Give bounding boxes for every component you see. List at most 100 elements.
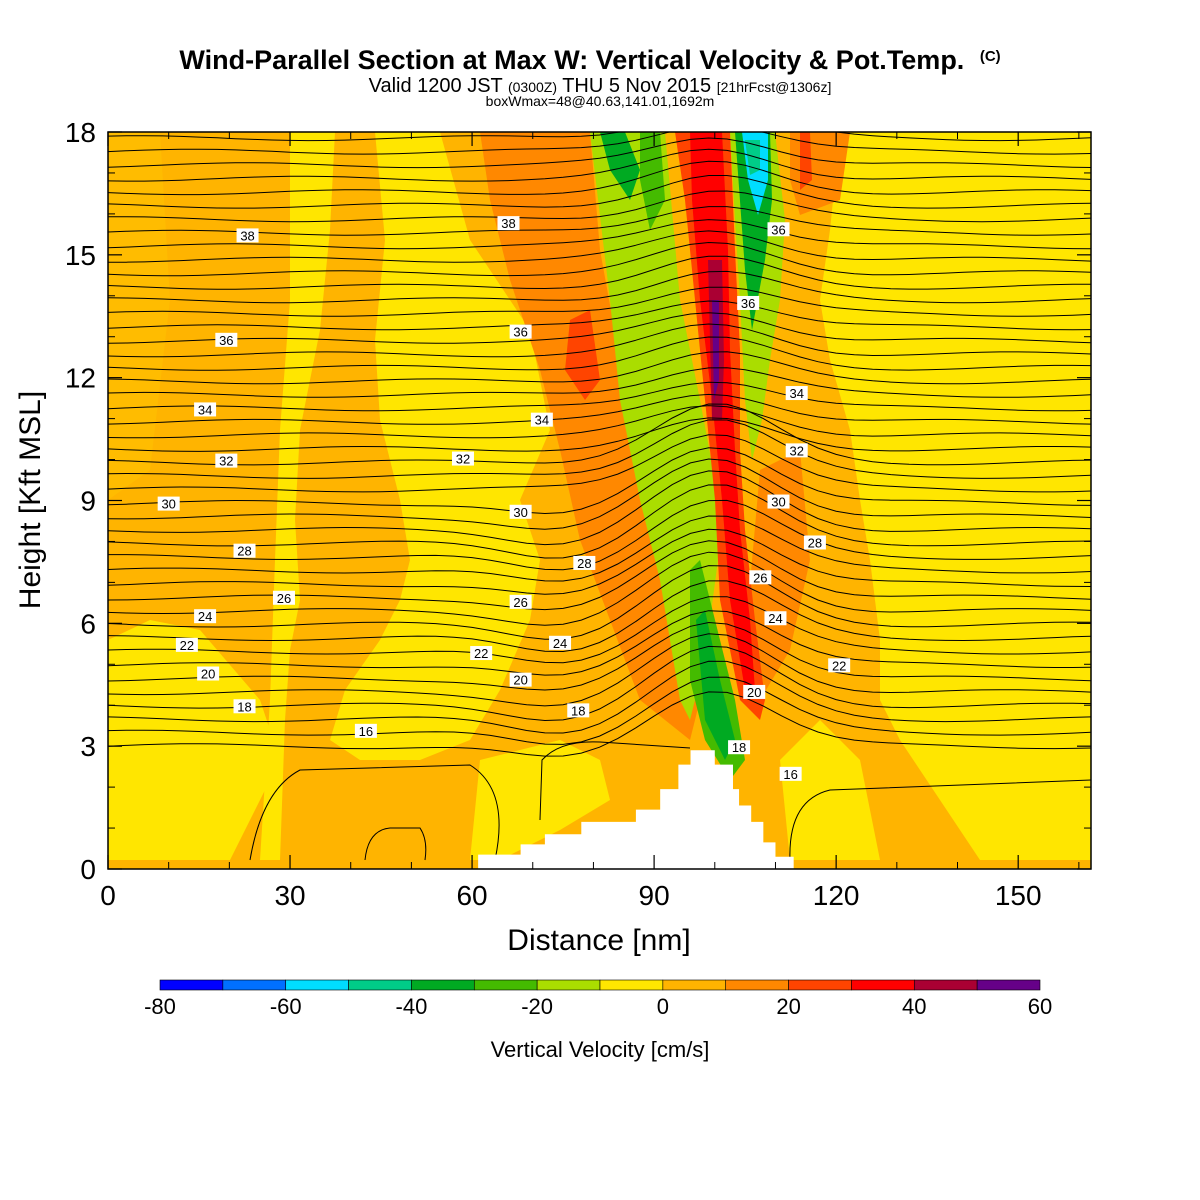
colorbar-swatch [851, 979, 915, 991]
theta-contour-line [108, 610, 1091, 676]
contour-label-text: 36 [771, 222, 785, 237]
contour-label-bg [567, 703, 590, 718]
theta-contour-line [108, 323, 1091, 358]
contour-label: 28 [573, 555, 596, 571]
field-region-redorange-2 [800, 132, 812, 190]
chart-title-suffix: (C) [980, 48, 1001, 65]
theta-contour-low-3 [539, 741, 691, 821]
chart-subtitle-box: boxWmax=48@40.63,141.01,1692m [486, 93, 715, 109]
colorbar-tick-label: 60 [1028, 994, 1052, 1019]
contour-label: 26 [509, 594, 532, 610]
contour-label: 22 [828, 658, 851, 673]
colorbar-tick-label: -40 [396, 994, 428, 1019]
contour-label-bg [530, 412, 553, 427]
contour-label-bg [197, 666, 220, 681]
contour-label: 18 [567, 703, 590, 718]
theta-contour-line [108, 219, 1091, 250]
theta-contour-line [108, 596, 1091, 664]
contour-label-bg [194, 402, 217, 417]
colorbar-swatch [348, 979, 412, 991]
subtitle-forecast: [21hrFcst@1306z] [717, 79, 832, 95]
contour-label-text: 20 [747, 685, 761, 700]
contour-label: 36 [509, 324, 532, 340]
contour-label-text: 28 [577, 556, 591, 571]
theta-contour-line [108, 336, 1091, 371]
field-region-yellow-5 [470, 740, 610, 860]
contour-label: 32 [785, 443, 808, 458]
theta-contour-line [108, 206, 1091, 236]
theta-contours [108, 132, 1091, 861]
colorbar-swatch [976, 979, 1041, 991]
x-tick-label: 90 [639, 880, 670, 911]
theta-contour-line [108, 175, 1091, 209]
contour-label: 26 [272, 590, 295, 606]
contour-label-bg [233, 543, 256, 558]
colorbar-tick-label: 0 [657, 994, 669, 1019]
contour-label-text: 36 [741, 296, 755, 311]
contour-label-text: 34 [535, 413, 549, 428]
theta-contour-line [108, 515, 1091, 582]
contour-label-text: 36 [513, 325, 527, 340]
contour-label-bg [785, 443, 808, 458]
theta-contour-line [108, 270, 1091, 304]
y-tick-label: 18 [65, 117, 96, 148]
colorbar-swatch [159, 979, 224, 991]
contour-label: 36 [767, 222, 790, 237]
contour-label: 36 [215, 332, 238, 348]
colorbar-swatch [536, 979, 601, 991]
contour-label-bg [549, 635, 572, 650]
field-region-updraft-2 [690, 132, 755, 690]
x-tick-label: 150 [995, 880, 1042, 911]
contour-label: 36 [737, 295, 760, 311]
contour-label-bg [764, 611, 787, 626]
contour-label-text: 30 [771, 495, 785, 510]
theta-contour-line [108, 484, 1091, 559]
colorbar-swatch [285, 979, 349, 991]
theta-contour-line [108, 458, 1091, 530]
y-tick-label: 3 [80, 731, 96, 762]
theta-contour-line [108, 241, 1091, 277]
contour-label-bg [509, 594, 532, 609]
contour-label-text: 36 [219, 333, 233, 348]
terrain [478, 750, 794, 869]
contour-label: 32 [451, 451, 474, 467]
y-tick-label: 0 [80, 854, 96, 885]
contour-label-text: 16 [783, 767, 797, 782]
theta-contour-line [108, 367, 1091, 398]
chart-subtitle: Valid 1200 JST (0300Z) THU 5 Nov 2015 [2… [369, 75, 832, 97]
contour-label: 18 [233, 699, 256, 714]
field-region-green-2 [640, 132, 665, 230]
chart-title: Wind-Parallel Section at Max W: Vertical… [179, 45, 964, 75]
contour-label-text: 38 [240, 228, 254, 243]
theta-contour-line [108, 381, 1091, 412]
contour-label-text: 18 [571, 703, 585, 718]
contour-label-text: 32 [456, 452, 470, 467]
theta-contour-line [108, 255, 1091, 290]
contour-label: 32 [215, 453, 238, 469]
contour-label: 26 [749, 570, 772, 585]
theta-contour-line [108, 312, 1091, 344]
theta-contour-line [108, 403, 1091, 466]
contour-label-bg [737, 295, 760, 310]
x-tick-label: 0 [100, 880, 116, 911]
contour-label-text: 28 [808, 535, 822, 550]
colorbar-swatch [662, 979, 727, 991]
contour-label-text: 24 [553, 636, 567, 651]
x-axis-label: Distance [nm] [507, 924, 690, 957]
theta-contour-line [108, 351, 1091, 385]
contour-label-text: 22 [832, 658, 846, 673]
contour-label-text: 18 [732, 740, 746, 755]
contour-label-bg [272, 590, 295, 605]
contour-label-bg [233, 699, 256, 714]
contour-label-text: 30 [513, 505, 527, 520]
contour-label-text: 24 [198, 609, 212, 624]
contour-label-bg [785, 386, 808, 401]
contour-label: 24 [764, 611, 787, 626]
field-region-green-1 [600, 132, 640, 200]
contour-labels: 38 38 36 36 36 36 34 34 34 32 32 32 30 30 30 28 28 28 26 26… [157, 216, 851, 782]
contour-label-bg [509, 672, 532, 687]
contour-label-text: 30 [161, 497, 175, 512]
contour-label-text: 26 [753, 570, 767, 585]
